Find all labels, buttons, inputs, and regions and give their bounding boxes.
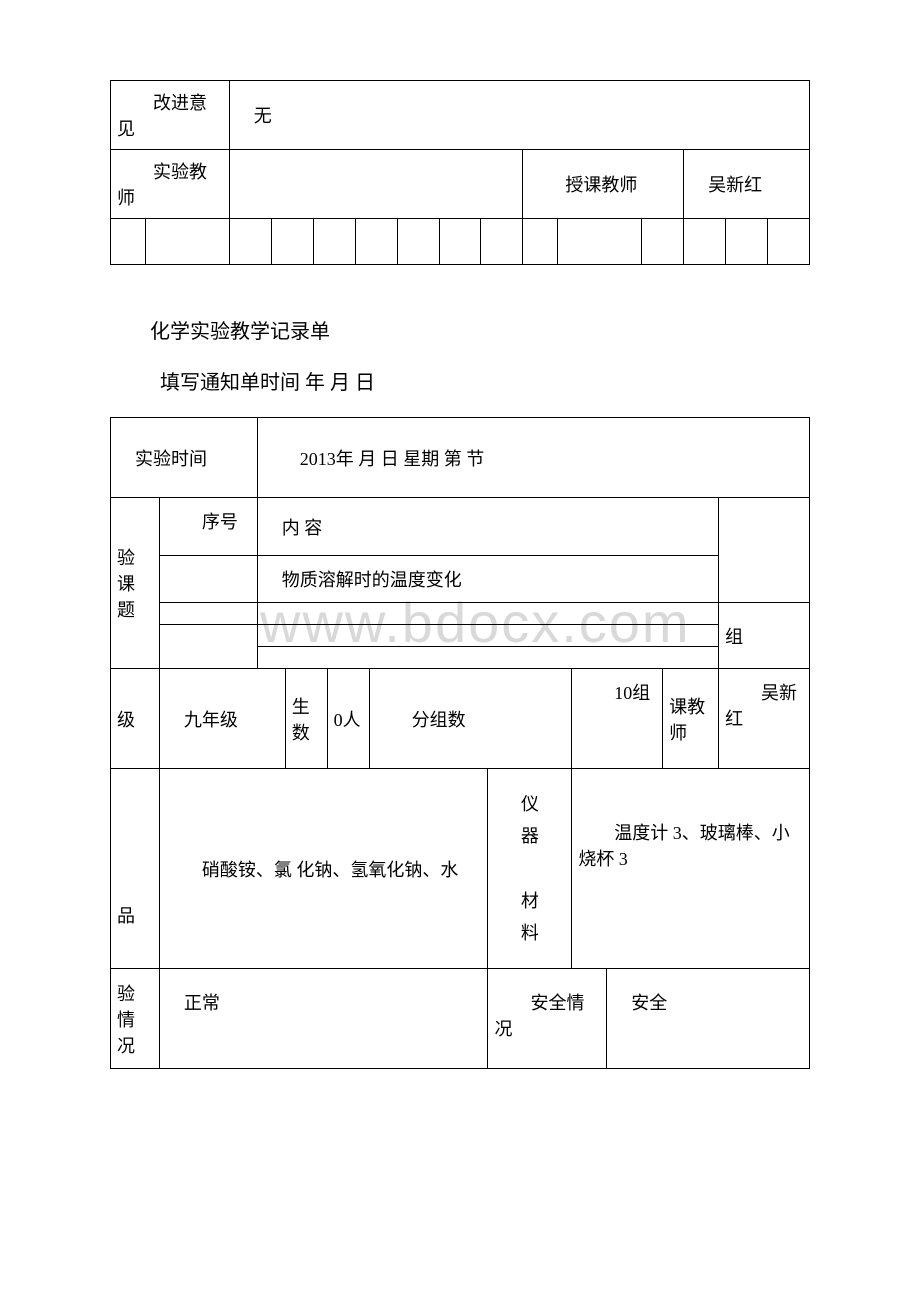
course-teacher-label-2: 课教师 bbox=[663, 669, 719, 769]
teacher-value-2: 吴新红 bbox=[719, 669, 810, 769]
group-label-cell: 组 bbox=[719, 603, 810, 669]
blank-cell bbox=[684, 219, 726, 265]
student-count-value: 0人 bbox=[327, 669, 369, 769]
seq-label: 序号 bbox=[159, 498, 257, 556]
blank-cell bbox=[439, 219, 481, 265]
lab-teacher-blank bbox=[229, 150, 523, 219]
time-value: 2013年 月 日 星期 第 节 bbox=[257, 418, 809, 498]
status-value: 正常 bbox=[159, 969, 488, 1069]
group-count-value: 10组 bbox=[572, 669, 663, 769]
blank-cell bbox=[726, 219, 768, 265]
topic-side-label: 验课题 bbox=[111, 498, 160, 669]
record-subtitle: 填写通知单时间 年 月 日 bbox=[160, 366, 810, 395]
seq-blank-3 bbox=[159, 625, 257, 669]
content-blank-3 bbox=[257, 647, 718, 669]
course-teacher-label: 授课教师 bbox=[523, 150, 684, 219]
student-count-label: 生数 bbox=[285, 669, 327, 769]
safety-label: 安全情况 bbox=[488, 969, 607, 1069]
main-record-table: 实验时间 2013年 月 日 星期 第 节 验课题 序号 内 容 物质溶解时的温… bbox=[110, 417, 810, 1069]
group-count-label: 分组数 bbox=[369, 669, 572, 769]
seq-blank-1 bbox=[159, 556, 257, 603]
blank-cell bbox=[229, 219, 271, 265]
equipment-label: 仪 器 材 料 bbox=[488, 769, 572, 969]
content-blank-2 bbox=[257, 625, 718, 647]
topic-content: 物质溶解时的温度变化 bbox=[257, 556, 718, 603]
top-summary-table: 改进意见 无 实验教师 授课教师 吴新红 bbox=[110, 80, 810, 265]
lab-teacher-label: 实验教师 bbox=[111, 150, 230, 219]
course-teacher-value: 吴新红 bbox=[684, 150, 810, 219]
status-side-label: 验情况 bbox=[111, 969, 160, 1069]
safety-value: 安全 bbox=[607, 969, 810, 1069]
improvement-value: 无 bbox=[229, 81, 809, 150]
time-label: 实验时间 bbox=[111, 418, 258, 498]
grade-value: 九年级 bbox=[159, 669, 285, 769]
blank-cell bbox=[355, 219, 397, 265]
blank-cell bbox=[558, 219, 642, 265]
content-blank-1 bbox=[257, 603, 718, 625]
blank-cell bbox=[313, 219, 355, 265]
equipment-value: 温度计 3、玻璃棒、小烧杯 3 bbox=[572, 769, 810, 969]
improvement-label: 改进意见 bbox=[111, 81, 230, 150]
seq-blank-2 bbox=[159, 603, 257, 625]
blank-cell bbox=[481, 219, 523, 265]
blank-cell bbox=[397, 219, 439, 265]
item-side-label: 品 bbox=[111, 769, 160, 969]
blank-top-right bbox=[719, 498, 810, 603]
chemicals-value: 硝酸铵、氯 化钠、氢氧化钠、水 bbox=[159, 769, 488, 969]
blank-cell bbox=[642, 219, 684, 265]
grade-side-label: 级 bbox=[111, 669, 160, 769]
record-title: 化学实验教学记录单 bbox=[150, 315, 810, 344]
blank-cell bbox=[145, 219, 229, 265]
blank-cell bbox=[271, 219, 313, 265]
blank-cell bbox=[523, 219, 558, 265]
content-label: 内 容 bbox=[257, 498, 718, 556]
blank-cell bbox=[111, 219, 146, 265]
blank-cell bbox=[768, 219, 810, 265]
